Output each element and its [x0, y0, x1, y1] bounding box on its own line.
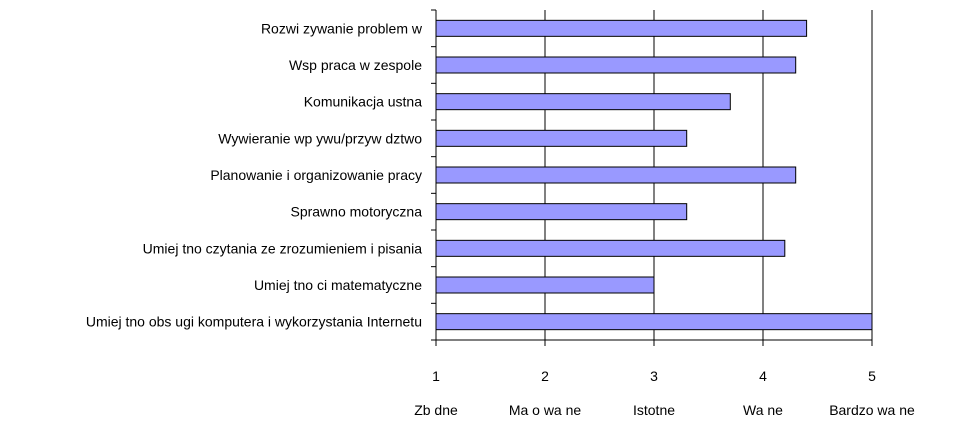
tick-labels: 1 2 3 4 5 — [432, 368, 876, 384]
scale-label: Bardzo wa ne — [829, 402, 915, 418]
x-tick-label: 5 — [868, 368, 876, 384]
bar — [435, 239, 786, 257]
category-label: Komunikacja ustna — [304, 94, 423, 110]
category-labels: Rozwi zywanie problem w Wsp praca w zespo… — [86, 20, 423, 329]
bar — [435, 56, 797, 74]
scale-label: Wa ne — [743, 402, 783, 418]
bar — [435, 276, 655, 294]
category-label: Wywieranie wp ywu/przyw dztwo — [218, 130, 422, 146]
category-label: Umiej tno ci matematyczne — [254, 277, 422, 293]
bar — [435, 129, 688, 147]
category-label: Umiej tno czytania ze zrozumieniem i pis… — [143, 240, 423, 256]
category-label: Umiej tno obs ugi komputera i wykorzysta… — [86, 314, 422, 330]
bar — [435, 19, 808, 37]
x-tick-label: 4 — [759, 368, 767, 384]
bar — [435, 93, 731, 111]
bars — [435, 19, 873, 331]
x-tick-label: 1 — [432, 368, 440, 384]
axes — [431, 9, 873, 346]
bar — [435, 166, 797, 184]
bar — [435, 313, 873, 331]
category-label: Planowanie i organizowanie pracy — [210, 167, 422, 183]
x-tick-label: 3 — [650, 368, 658, 384]
bar — [435, 203, 688, 221]
category-label: Sprawno motoryczna — [290, 204, 422, 220]
scale-labels: Zb dne Ma o wa ne Istotne Wa ne Bardzo wa ne — [414, 402, 915, 418]
category-label: Wsp praca w zespole — [289, 57, 422, 73]
category-label: Rozwi zywanie problem w — [261, 20, 423, 36]
scale-label: Ma o wa ne — [509, 402, 582, 418]
scale-label: Zb dne — [414, 402, 458, 418]
x-tick-label: 2 — [541, 368, 549, 384]
scale-label: Istotne — [633, 402, 675, 418]
